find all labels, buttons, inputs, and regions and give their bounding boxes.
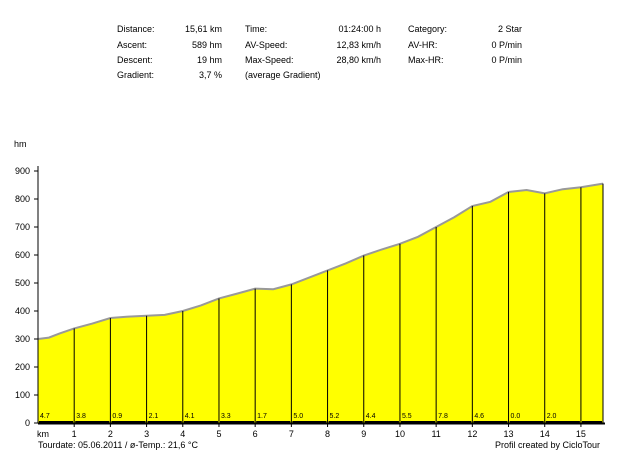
segment-gradient-label: 4.6 xyxy=(474,413,484,420)
x-tick-label: 4 xyxy=(180,429,185,439)
segment-gradient-label: 0.0 xyxy=(511,413,521,420)
segment-gradient-label: 4.4 xyxy=(366,413,376,420)
segment-gradient-label: 2.1 xyxy=(149,413,159,420)
y-tick-label: 200 xyxy=(15,362,30,372)
y-tick-label: 300 xyxy=(15,334,30,344)
segment-gradient-label: 5.0 xyxy=(293,413,303,420)
tour-date: Tourdate: 05.06.2011 / ø-Temp.: 21,6 °C xyxy=(38,440,199,450)
time-value: 01:24:00 h xyxy=(338,24,381,34)
max-speed-label: Max-Speed: xyxy=(245,55,294,65)
y-tick-label: 100 xyxy=(15,390,30,400)
segment-gradient-label: 7.8 xyxy=(438,413,448,420)
segment-gradient-label: 4.7 xyxy=(40,413,50,420)
ascent-value: 589 hm xyxy=(191,40,222,50)
segment-gradient-label: 4.1 xyxy=(185,413,195,420)
segment-gradient-label: 3.8 xyxy=(76,413,86,420)
av-speed-value: 12,83 km/h xyxy=(336,40,381,50)
y-tick-label: 800 xyxy=(15,194,30,204)
max-speed-value: 28,80 km/h xyxy=(336,55,381,65)
credit-text: Profil created by CicloTour xyxy=(495,440,601,450)
x-axis-title: km xyxy=(37,429,49,439)
segment-gradient-label: 1.7 xyxy=(257,413,267,420)
x-tick-label: 12 xyxy=(467,429,477,439)
av-speed-label: AV-Speed: xyxy=(245,40,288,50)
y-axis-title: hm xyxy=(14,139,27,149)
x-tick-label: 14 xyxy=(540,429,550,439)
distance-value: 15,61 km xyxy=(184,24,222,34)
x-tick-label: 5 xyxy=(216,429,221,439)
x-tick-label: 9 xyxy=(361,429,366,439)
gradient-label: Gradient: xyxy=(117,70,155,80)
descent-label: Descent: xyxy=(117,55,153,65)
segment-gradient-label: 2.0 xyxy=(547,413,557,420)
gradient-value: 3,7 % xyxy=(198,70,222,80)
segment-gradient-label: 5.5 xyxy=(402,413,412,420)
segment-gradient-label: 3.3 xyxy=(221,413,231,420)
category-label: Category: xyxy=(408,24,448,34)
time-label: Time: xyxy=(245,24,268,34)
segment-gradient-label: 5.2 xyxy=(330,413,340,420)
max-hr-value: 0 P/min xyxy=(491,55,522,65)
x-tick-label: 3 xyxy=(144,429,149,439)
x-tick-label: 6 xyxy=(253,429,258,439)
y-tick-label: 0 xyxy=(25,418,30,428)
y-tick-label: 900 xyxy=(15,166,30,176)
x-tick-label: 2 xyxy=(108,429,113,439)
av-hr-label: AV-HR: xyxy=(408,40,438,50)
y-tick-label: 600 xyxy=(15,250,30,260)
y-tick-label: 700 xyxy=(15,222,30,232)
x-tick-label: 13 xyxy=(504,429,514,439)
avg-gradient-note: (average Gradient) xyxy=(245,70,321,80)
summary-panel: Distance: 15,61 km Ascent: 589 hm Descen… xyxy=(0,0,640,90)
elevation-line xyxy=(37,182,604,340)
descent-value: 19 hm xyxy=(196,55,222,65)
x-tick-label: 8 xyxy=(325,429,330,439)
x-tick-label: 11 xyxy=(431,429,440,439)
max-hr-label: Max-HR: xyxy=(408,55,444,65)
ascent-label: Ascent: xyxy=(117,40,148,50)
elevation-area xyxy=(38,183,603,423)
y-tick-label: 400 xyxy=(15,306,30,316)
y-tick-label: 500 xyxy=(15,278,30,288)
category-value: 2 Star xyxy=(497,24,522,34)
av-hr-value: 0 P/min xyxy=(491,40,522,50)
x-tick-label: 15 xyxy=(576,429,586,439)
x-tick-label: 7 xyxy=(289,429,294,439)
distance-label: Distance: xyxy=(117,24,155,34)
segment-gradient-label: 0.9 xyxy=(112,413,122,420)
x-tick-label: 1 xyxy=(72,429,77,439)
x-tick-label: 10 xyxy=(395,429,405,439)
